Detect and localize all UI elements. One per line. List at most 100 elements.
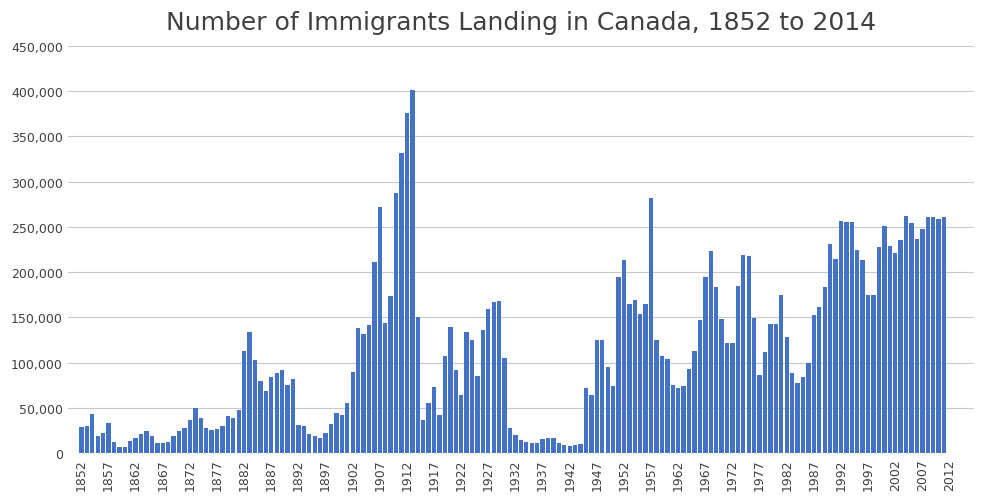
Bar [801, 377, 805, 453]
Bar [383, 324, 387, 453]
Bar [448, 328, 452, 453]
Bar [883, 227, 887, 453]
Bar [296, 425, 300, 453]
Bar [399, 154, 404, 453]
Bar [193, 408, 198, 453]
Bar [502, 359, 506, 453]
Bar [388, 296, 393, 453]
Bar [264, 391, 268, 453]
Bar [535, 443, 540, 453]
Bar [427, 403, 430, 453]
Bar [524, 442, 529, 453]
Bar [111, 442, 116, 453]
Bar [638, 314, 642, 453]
Bar [909, 223, 914, 453]
Bar [584, 388, 588, 453]
Bar [904, 216, 908, 453]
Bar [567, 446, 572, 453]
Bar [431, 387, 436, 453]
Bar [199, 418, 203, 453]
Bar [822, 287, 826, 453]
Bar [773, 324, 778, 453]
Bar [855, 250, 860, 453]
Bar [128, 441, 132, 453]
Bar [106, 423, 110, 453]
Bar [215, 429, 220, 453]
Bar [231, 418, 235, 453]
Bar [161, 443, 164, 453]
Bar [329, 424, 333, 453]
Bar [573, 445, 577, 453]
Bar [519, 440, 523, 453]
Bar [221, 426, 225, 453]
Bar [85, 427, 89, 453]
Bar [807, 364, 811, 453]
Bar [334, 413, 339, 453]
Bar [682, 386, 686, 453]
Bar [508, 428, 512, 453]
Bar [850, 222, 854, 453]
Bar [171, 436, 175, 453]
Bar [557, 443, 561, 453]
Bar [226, 417, 230, 453]
Bar [844, 223, 848, 453]
Bar [442, 356, 447, 453]
Bar [541, 439, 545, 453]
Bar [893, 254, 897, 453]
Bar [622, 261, 626, 453]
Bar [100, 433, 105, 453]
Bar [437, 415, 441, 453]
Bar [937, 219, 941, 453]
Bar [687, 369, 691, 453]
Bar [600, 340, 605, 453]
Bar [410, 91, 415, 453]
Bar [90, 414, 95, 453]
Bar [654, 341, 659, 453]
Bar [312, 436, 317, 453]
Bar [671, 386, 675, 453]
Bar [839, 221, 843, 453]
Bar [676, 388, 681, 453]
Bar [703, 277, 707, 453]
Bar [459, 395, 463, 453]
Bar [752, 318, 756, 453]
Bar [578, 444, 583, 453]
Bar [562, 445, 566, 453]
Bar [394, 194, 398, 453]
Bar [156, 443, 160, 453]
Bar [117, 447, 121, 453]
Bar [617, 278, 621, 453]
Bar [665, 359, 670, 453]
Bar [405, 114, 409, 453]
Bar [377, 207, 382, 453]
Bar [915, 239, 919, 453]
Bar [719, 320, 724, 453]
Bar [736, 287, 740, 453]
Bar [530, 443, 534, 453]
Bar [361, 335, 365, 453]
Bar [236, 410, 241, 453]
Bar [546, 438, 551, 453]
Bar [741, 256, 746, 453]
Bar [513, 435, 517, 453]
Bar [253, 361, 257, 453]
Bar [931, 218, 936, 453]
Bar [725, 343, 729, 453]
Bar [275, 373, 279, 453]
Bar [307, 434, 311, 453]
Bar [768, 324, 772, 453]
Bar [286, 385, 290, 453]
Bar [366, 326, 371, 453]
Bar [796, 383, 800, 453]
Bar [887, 246, 892, 453]
Bar [552, 438, 556, 453]
Bar [697, 321, 702, 453]
Bar [139, 434, 143, 453]
Bar [692, 352, 696, 453]
Bar [779, 296, 783, 453]
Bar [714, 287, 718, 453]
Bar [828, 245, 832, 453]
Bar [632, 301, 637, 453]
Bar [96, 436, 99, 453]
Bar [323, 434, 328, 453]
